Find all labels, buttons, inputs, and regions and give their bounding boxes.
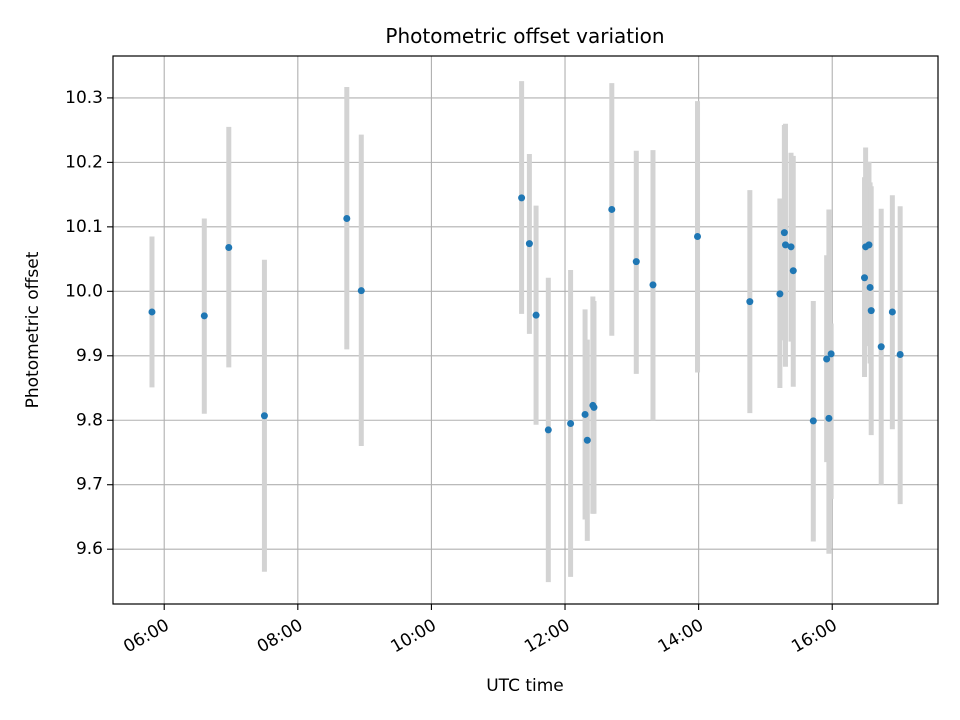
y-tick-label: 9.9 xyxy=(76,346,103,366)
data-point xyxy=(694,233,702,241)
data-point xyxy=(260,412,268,420)
x-axis-label: UTC time xyxy=(486,676,564,696)
data-point xyxy=(867,307,875,315)
data-point xyxy=(789,267,797,275)
data-point xyxy=(567,419,575,427)
data-point xyxy=(148,308,156,316)
data-point xyxy=(608,205,616,213)
data-points xyxy=(148,194,904,444)
data-point xyxy=(518,194,526,202)
data-point xyxy=(632,258,640,266)
y-tick-label: 10.1 xyxy=(65,217,103,237)
data-point xyxy=(357,287,365,295)
data-point xyxy=(787,243,795,251)
data-point xyxy=(343,214,351,222)
data-point xyxy=(200,312,208,320)
data-point xyxy=(532,311,540,319)
y-axis-label: Photometric offset xyxy=(23,251,43,408)
data-point xyxy=(525,240,533,248)
y-tick-label: 10.2 xyxy=(65,152,103,172)
data-point xyxy=(225,243,233,251)
data-point xyxy=(809,417,817,425)
data-point xyxy=(776,290,784,298)
data-point xyxy=(544,426,552,434)
data-point xyxy=(746,298,754,306)
data-point xyxy=(865,241,873,249)
data-point xyxy=(581,410,589,418)
data-point xyxy=(877,343,885,351)
chart-title: Photometric offset variation xyxy=(385,24,664,48)
y-tick-label: 10.3 xyxy=(65,88,103,108)
data-point xyxy=(780,229,788,237)
data-point xyxy=(825,414,833,422)
data-point xyxy=(827,350,835,358)
data-point xyxy=(583,436,591,444)
data-point xyxy=(866,283,874,291)
data-point xyxy=(590,403,598,411)
y-tick-label: 9.7 xyxy=(76,475,103,495)
data-point xyxy=(888,308,896,316)
data-point xyxy=(823,355,831,363)
y-tick-label: 9.6 xyxy=(76,539,103,559)
data-point xyxy=(861,274,869,282)
y-tick-label: 9.8 xyxy=(76,410,103,430)
data-point xyxy=(781,241,789,249)
data-point xyxy=(896,351,904,358)
data-point xyxy=(649,281,657,289)
y-tick-label: 10.0 xyxy=(65,281,103,301)
plot-frame xyxy=(112,55,939,605)
